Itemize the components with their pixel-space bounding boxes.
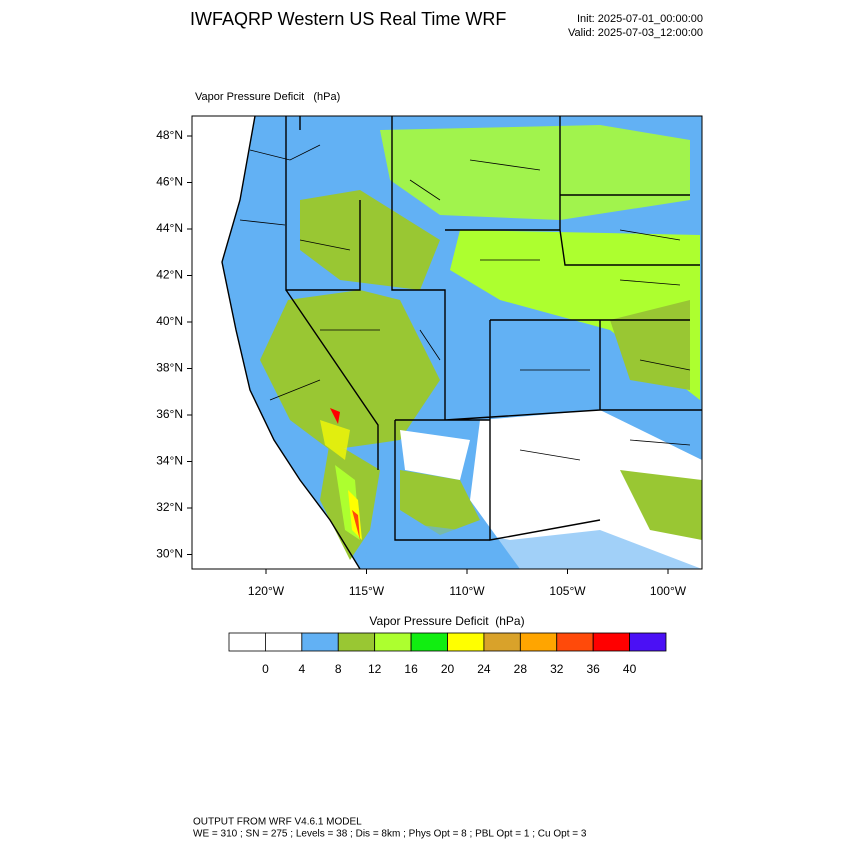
- lon-label: 105°W: [549, 584, 586, 598]
- colorbar-box: [374, 632, 412, 652]
- colorbar-box: [629, 632, 667, 652]
- colorbar-label: 12: [368, 662, 382, 676]
- footer-line: OUTPUT FROM WRF V4.6.1 MODEL: [193, 817, 362, 828]
- lat-label: 46°N: [156, 175, 183, 189]
- colorbar-label: 16: [404, 662, 418, 676]
- footer-line: WE = 310 ; SN = 275 ; Levels = 38 ; Dis …: [193, 829, 587, 840]
- lat-label: 38°N: [156, 361, 183, 375]
- colorbar-box: [483, 632, 521, 652]
- colorbar-box: [337, 632, 376, 652]
- colorbar-label: 40: [623, 662, 637, 676]
- colorbar-box: [556, 632, 594, 652]
- colorbar-label: 28: [514, 662, 528, 676]
- lon-label: 100°W: [650, 584, 687, 598]
- valid-time: Valid: 2025-07-03_12:00:00: [568, 27, 703, 39]
- map-frame: [191, 115, 703, 570]
- colorbar-box: [410, 632, 448, 652]
- field-label: Vapor Pressure Deficit (hPa): [195, 91, 340, 103]
- colorbar-title: Vapor Pressure Deficit (hPa): [369, 614, 524, 628]
- lat-label: 36°N: [156, 407, 183, 421]
- lon-labels: 120°W 115°W 110°W 105°W 100°W: [248, 569, 687, 598]
- init-time: Init: 2025-07-01_00:00:00: [577, 13, 703, 25]
- colorbar-label: 24: [477, 662, 491, 676]
- lon-label: 110°W: [449, 584, 485, 598]
- lon-label: 115°W: [349, 584, 385, 598]
- colorbar: 0 4 8 12 16 20 24 28 32 36 40: [228, 632, 667, 676]
- colorbar-label: 20: [441, 662, 455, 676]
- lat-label: 42°N: [156, 268, 183, 282]
- colorbar-label: 36: [586, 662, 600, 676]
- colorbar-box: [447, 632, 485, 652]
- colorbar-label: 32: [550, 662, 564, 676]
- colorbar-label: 0: [262, 662, 269, 676]
- lat-label: 48°N: [156, 128, 183, 142]
- colorbar-box: [265, 632, 303, 652]
- lat-label: 40°N: [156, 314, 183, 328]
- colorbar-box: [592, 632, 630, 652]
- colorbar-box: [228, 632, 266, 652]
- colorbar-box: [301, 632, 339, 652]
- lon-label: 120°W: [248, 584, 285, 598]
- colorbar-label: 4: [298, 662, 305, 676]
- lat-label: 44°N: [156, 221, 183, 235]
- lat-labels: 48°N 46°N 44°N 42°N 40°N 38°N 36°N 34°N 32°N 30°N: [156, 128, 192, 561]
- lat-label: 32°N: [156, 500, 183, 514]
- map: 48°N 46°N 44°N 42°N 40°N 38°N 36°N 34°N 32°N 30°N…: [156, 115, 703, 598]
- colorbar-box: [519, 632, 558, 652]
- colorbar-label: 8: [335, 662, 342, 676]
- title: IWFAQRP Western US Real Time WRF: [190, 9, 506, 29]
- lat-label: 34°N: [156, 454, 183, 468]
- lat-label: 30°N: [156, 547, 183, 561]
